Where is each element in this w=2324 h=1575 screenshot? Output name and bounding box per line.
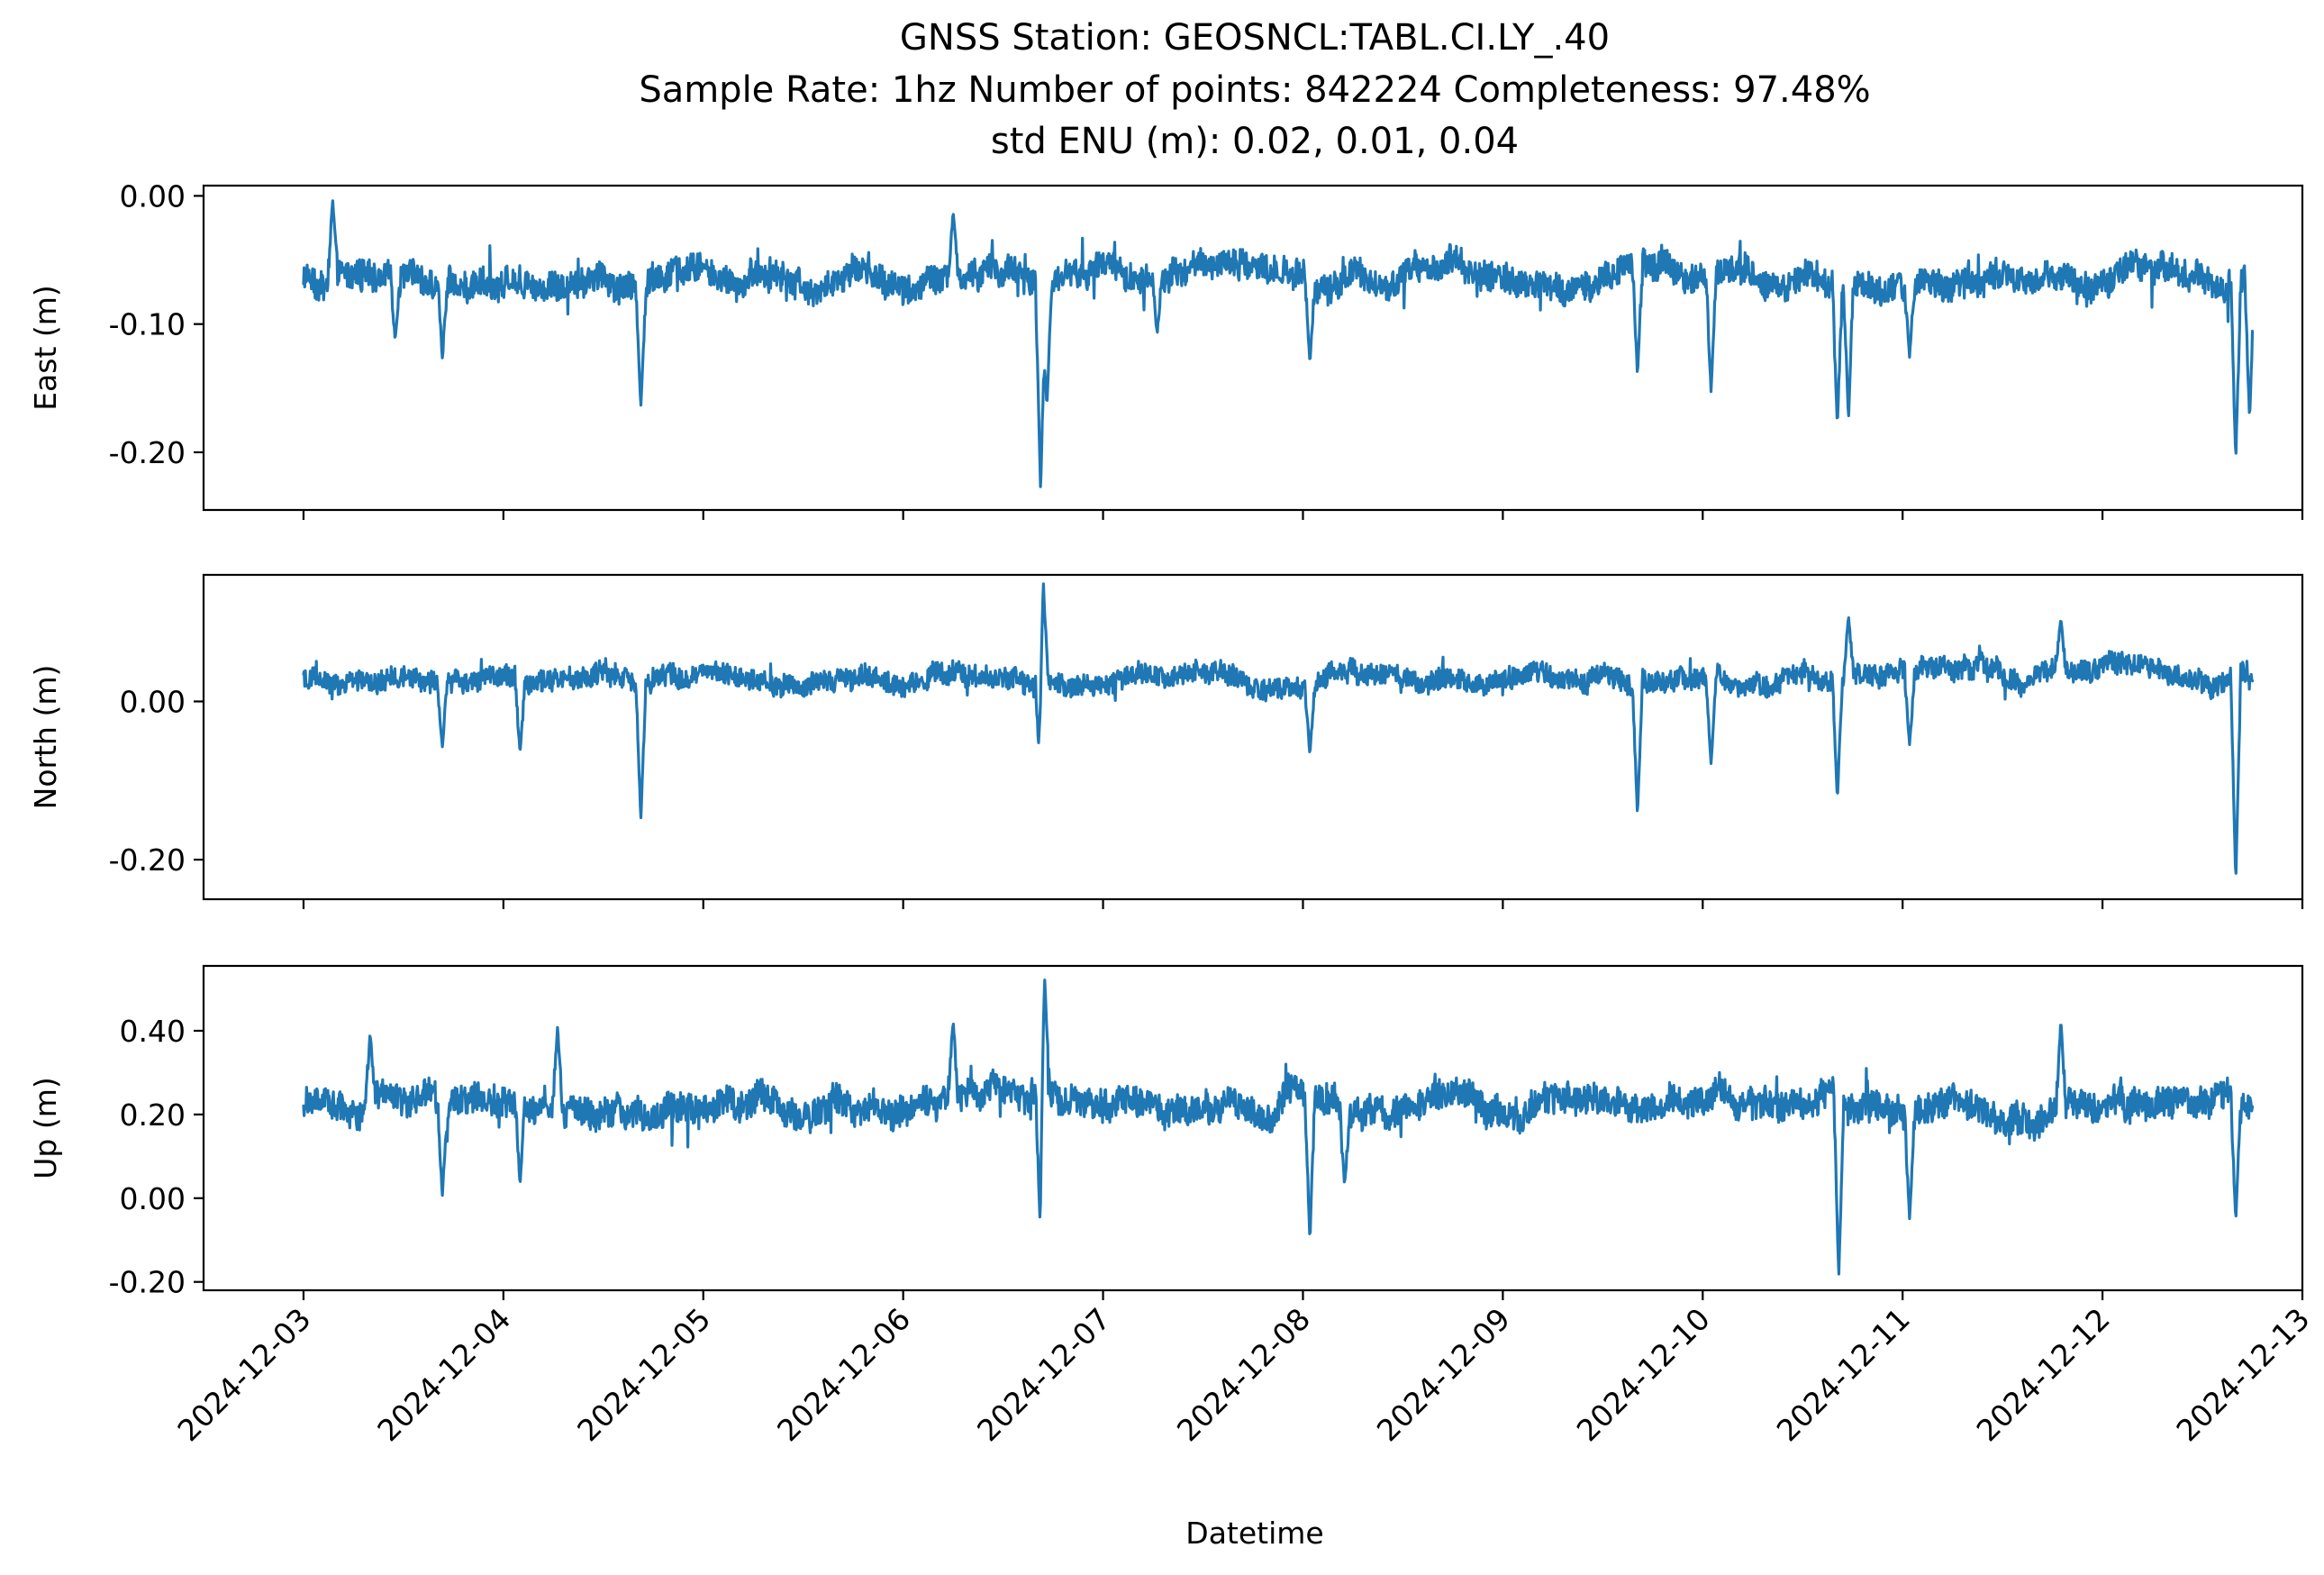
north-y-axis-label: North (m) [28, 665, 63, 810]
up-y-tick-label: 0.40 [120, 1014, 186, 1049]
north-y-tick-label: -0.20 [109, 842, 186, 878]
east-axes-frame [202, 184, 2304, 512]
figure-title: GNSS Station: GEOSNCL:TABL.CI.LY_.40 Sam… [639, 17, 1870, 162]
up-series [302, 979, 2255, 1276]
up-axes-frame [202, 964, 2304, 1292]
title-line-stats: Sample Rate: 1hz Number of points: 84222… [639, 69, 1870, 111]
north-panel: 0.00 -0.20 North (m) [28, 573, 2304, 909]
up-series-line [302, 979, 2255, 1276]
east-panel: 0.00 -0.10 -0.20 East (m) [28, 178, 2304, 520]
up-y-tick-label: 0.20 [120, 1097, 186, 1133]
x-axis-label: Datetime [1185, 1516, 1323, 1551]
north-axes-frame [202, 573, 2304, 901]
up-y-axis-label: Up (m) [28, 1077, 63, 1179]
title-line-station: GNSS Station: GEOSNCL:TABL.CI.LY_.40 [900, 17, 1610, 59]
east-series-line [302, 199, 2255, 488]
up-y-tick-label: 0.00 [120, 1181, 186, 1216]
title-line-std: std ENU (m): 0.02, 0.01, 0.04 [991, 121, 1519, 162]
east-y-tick-label: 0.00 [120, 178, 186, 214]
east-y-tick-label: -0.20 [109, 435, 186, 470]
east-y-tick-label: -0.10 [109, 307, 186, 342]
east-y-axis-label: East (m) [28, 285, 63, 411]
north-series [302, 582, 2255, 875]
east-y-ticks: 0.00 -0.10 -0.20 [109, 178, 204, 470]
up-y-tick-label: -0.20 [109, 1265, 186, 1300]
north-y-ticks: 0.00 -0.20 [109, 684, 204, 878]
north-y-tick-label: 0.00 [120, 684, 186, 719]
east-x-ticks [302, 510, 2304, 520]
east-series [302, 199, 2255, 488]
up-y-ticks: 0.40 0.20 0.00 -0.20 [109, 1014, 204, 1300]
north-x-ticks [302, 899, 2304, 909]
north-series-line [302, 582, 2255, 875]
